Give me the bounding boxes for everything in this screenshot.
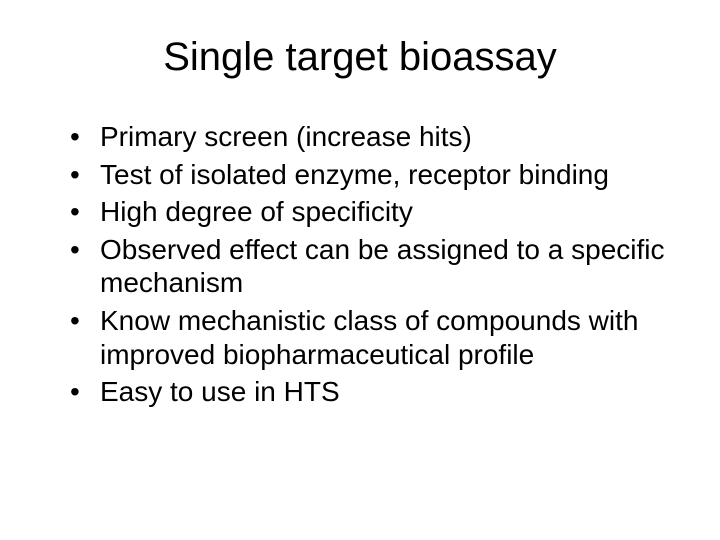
list-item: High degree of specificity — [70, 195, 670, 229]
slide-title: Single target bioassay — [40, 30, 680, 80]
list-item: Observed effect can be assigned to a spe… — [70, 233, 670, 300]
bullet-list: Primary screen (increase hits) Test of i… — [40, 120, 680, 409]
list-item: Test of isolated enzyme, receptor bindin… — [70, 158, 670, 192]
list-item: Easy to use in HTS — [70, 375, 670, 409]
slide: Single target bioassay Primary screen (i… — [0, 0, 720, 540]
list-item: Primary screen (increase hits) — [70, 120, 670, 154]
list-item: Know mechanistic class of compounds with… — [70, 304, 670, 371]
